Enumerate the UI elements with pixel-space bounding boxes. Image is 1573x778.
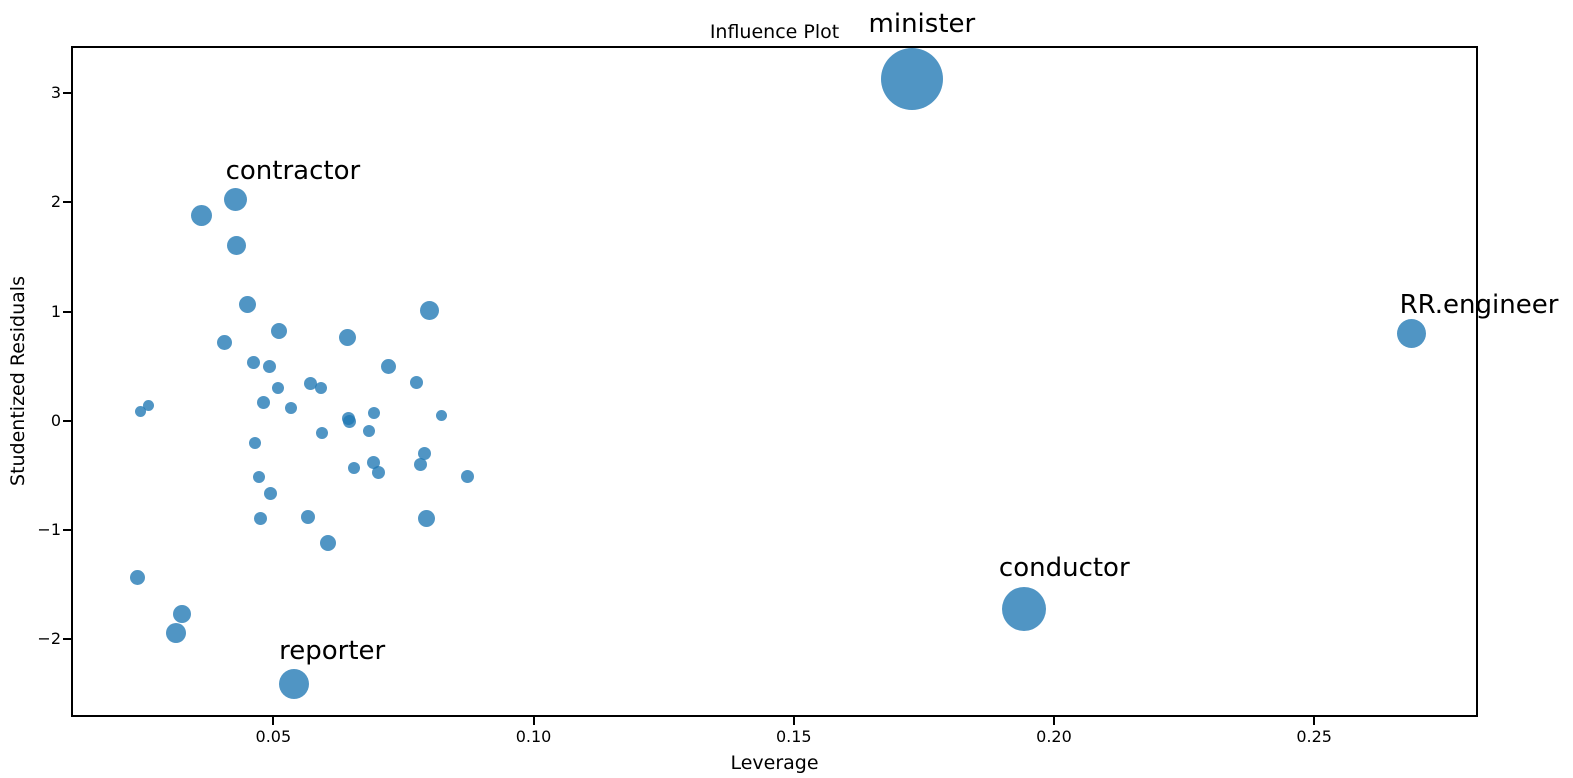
- y-tick-mark: [63, 528, 71, 531]
- y-tick-label: −1: [37, 519, 61, 539]
- data-point: [249, 436, 262, 449]
- y-tick-mark: [63, 419, 71, 422]
- x-tick-label: 0.05: [255, 727, 292, 746]
- data-point: [366, 455, 380, 469]
- point-annotation: minister: [868, 8, 976, 39]
- x-tick-mark: [792, 717, 795, 725]
- x-tick-mark: [1313, 717, 1316, 725]
- data-point: [363, 424, 376, 437]
- data-point: [129, 570, 145, 586]
- data-point: [254, 512, 268, 526]
- x-tick-mark: [532, 717, 535, 725]
- data-point: [418, 510, 436, 528]
- data-point: [410, 375, 424, 389]
- y-tick-label: 3: [50, 83, 61, 103]
- data-point: [315, 381, 328, 394]
- data-point-reporter: [279, 668, 310, 699]
- x-tick-mark: [1052, 717, 1055, 725]
- data-point: [420, 300, 440, 320]
- y-tick-mark: [63, 310, 71, 313]
- point-annotation: RR.engineer: [1399, 290, 1559, 321]
- chart-title: Influence Plot: [709, 21, 840, 43]
- data-point-conductor: [1002, 586, 1047, 631]
- data-point: [143, 399, 155, 411]
- data-point: [338, 329, 356, 347]
- x-tick-label: 0.25: [1296, 727, 1332, 746]
- x-tick-label: 0.20: [1036, 727, 1072, 746]
- y-tick-label: 1: [50, 301, 61, 321]
- y-tick-mark: [63, 92, 71, 95]
- y-tick-label: −2: [37, 629, 61, 649]
- data-point: [303, 377, 317, 391]
- data-point: [257, 395, 271, 409]
- data-point: [227, 236, 247, 256]
- data-point: [135, 406, 147, 418]
- data-point: [166, 622, 187, 643]
- data-point: [253, 471, 266, 484]
- data-point: [343, 415, 357, 429]
- x-tick-label: 0.10: [515, 727, 552, 746]
- data-point-contractor: [224, 187, 248, 211]
- data-point: [262, 359, 276, 373]
- data-point: [172, 604, 191, 623]
- data-point: [271, 323, 288, 340]
- y-tick-mark: [63, 638, 71, 641]
- y-tick-label: 0: [50, 410, 61, 430]
- data-point: [263, 487, 277, 501]
- data-point: [301, 509, 316, 524]
- data-point-minister: [880, 47, 943, 110]
- data-point: [348, 461, 361, 474]
- data-point: [413, 457, 427, 471]
- data-point: [190, 204, 212, 226]
- data-point: [319, 535, 336, 551]
- x-axis-label: Leverage: [730, 752, 819, 774]
- point-annotation: reporter: [279, 635, 386, 666]
- point-annotation: conductor: [998, 552, 1130, 583]
- data-point: [316, 426, 329, 439]
- y-axis-label: Studentized Residuals: [7, 276, 29, 486]
- point-annotation: contractor: [225, 156, 361, 187]
- plot-area: 0.05 0.10 0.15 0.20 0.25 −2 −1 0 1 2 3 minister cont…: [37, 9, 1558, 746]
- data-point: [246, 356, 260, 370]
- data-point: [217, 334, 233, 350]
- data-point: [381, 358, 397, 374]
- x-tick-mark: [272, 717, 275, 725]
- data-point: [417, 446, 431, 460]
- y-tick-label: 2: [50, 192, 61, 212]
- data-point: [367, 407, 380, 420]
- data-point: [372, 465, 386, 479]
- data-point: [239, 296, 257, 314]
- x-tick-label: 0.15: [775, 727, 812, 746]
- data-point: [461, 469, 475, 483]
- data-point-rr-engineer: [1397, 318, 1427, 348]
- data-point: [285, 401, 298, 414]
- y-tick-mark: [63, 201, 71, 204]
- data-point: [436, 409, 448, 421]
- data-point: [272, 381, 285, 394]
